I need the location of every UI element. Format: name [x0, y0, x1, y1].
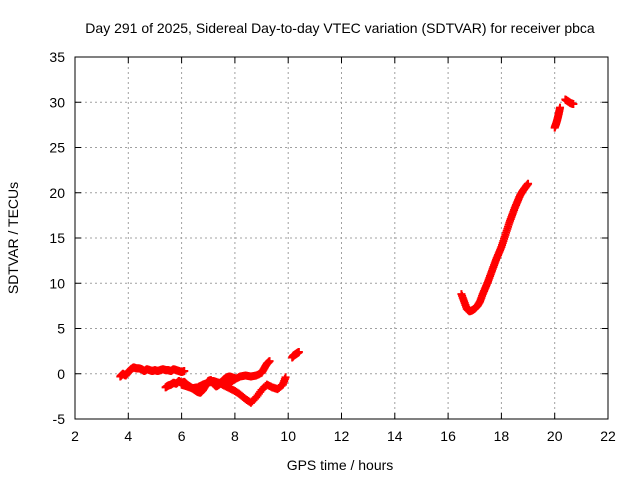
chart-title: Day 291 of 2025, Sidereal Day-to-day VTE…: [85, 20, 595, 36]
data-point-interp: [568, 99, 577, 108]
series-track-1: [116, 363, 189, 381]
x-tick-label: 6: [178, 428, 186, 444]
y-tick-label: 25: [49, 140, 65, 156]
x-tick-label: 20: [547, 428, 563, 444]
x-tick-label: 10: [280, 428, 296, 444]
x-tick-label: 14: [387, 428, 403, 444]
series-track-5: [288, 348, 303, 362]
data-point-interp: [555, 105, 564, 114]
data-point-interp: [499, 236, 508, 245]
series-track-8: [561, 95, 578, 109]
data-point-interp: [249, 395, 258, 404]
x-tick-label: 16: [440, 428, 456, 444]
x-axis-label: GPS time / hours: [287, 457, 394, 473]
y-tick-label: 30: [49, 94, 65, 110]
axis-ticks: 2 4 6 8 10 12 14 16 18 20 22 -5 0 5 10 15 20 25 30 35: [49, 49, 616, 444]
data-point-interp: [276, 382, 285, 391]
y-tick-label: 35: [49, 49, 65, 65]
y-tick-label: 20: [49, 185, 65, 201]
series-track-7: [550, 103, 565, 132]
data-point-interp: [504, 220, 513, 229]
x-tick-label: 12: [334, 428, 350, 444]
series-track-6: [457, 179, 533, 316]
data-point-interp: [294, 348, 303, 357]
data-points: [116, 95, 578, 407]
data-point-interp: [264, 357, 273, 366]
x-tick-label: 2: [71, 428, 79, 444]
y-tick-label: 10: [49, 275, 65, 291]
grid: [75, 57, 608, 419]
x-tick-label: 8: [231, 428, 239, 444]
data-point-interp: [280, 375, 289, 384]
x-tick-label: 22: [600, 428, 616, 444]
series-track-4: [220, 357, 274, 390]
y-axis-label: SDTVAR / TECUs: [5, 182, 21, 294]
y-tick-label: 0: [57, 366, 65, 382]
y-tick-label: -5: [53, 411, 66, 427]
y-tick-label: 5: [57, 321, 65, 337]
data-point-interp: [523, 180, 532, 189]
data-point-interp: [502, 228, 511, 237]
x-tick-label: 4: [124, 428, 132, 444]
x-tick-label: 18: [494, 428, 510, 444]
y-tick-label: 15: [49, 230, 65, 246]
data-point-interp: [179, 367, 188, 376]
